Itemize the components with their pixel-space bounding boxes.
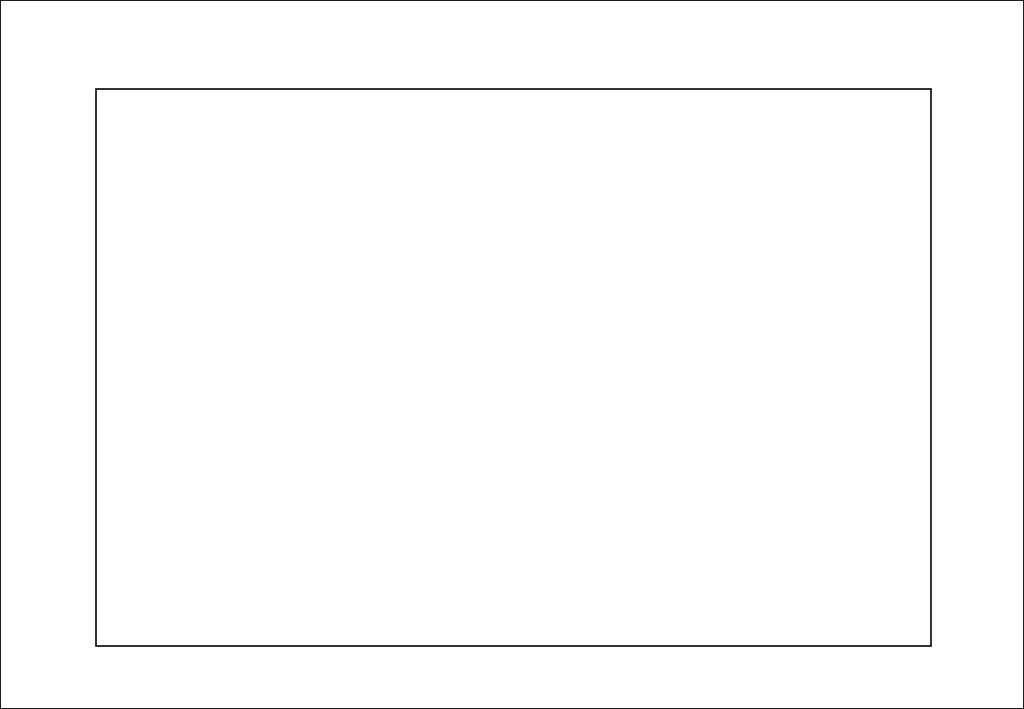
- plot-frame: [95, 88, 932, 647]
